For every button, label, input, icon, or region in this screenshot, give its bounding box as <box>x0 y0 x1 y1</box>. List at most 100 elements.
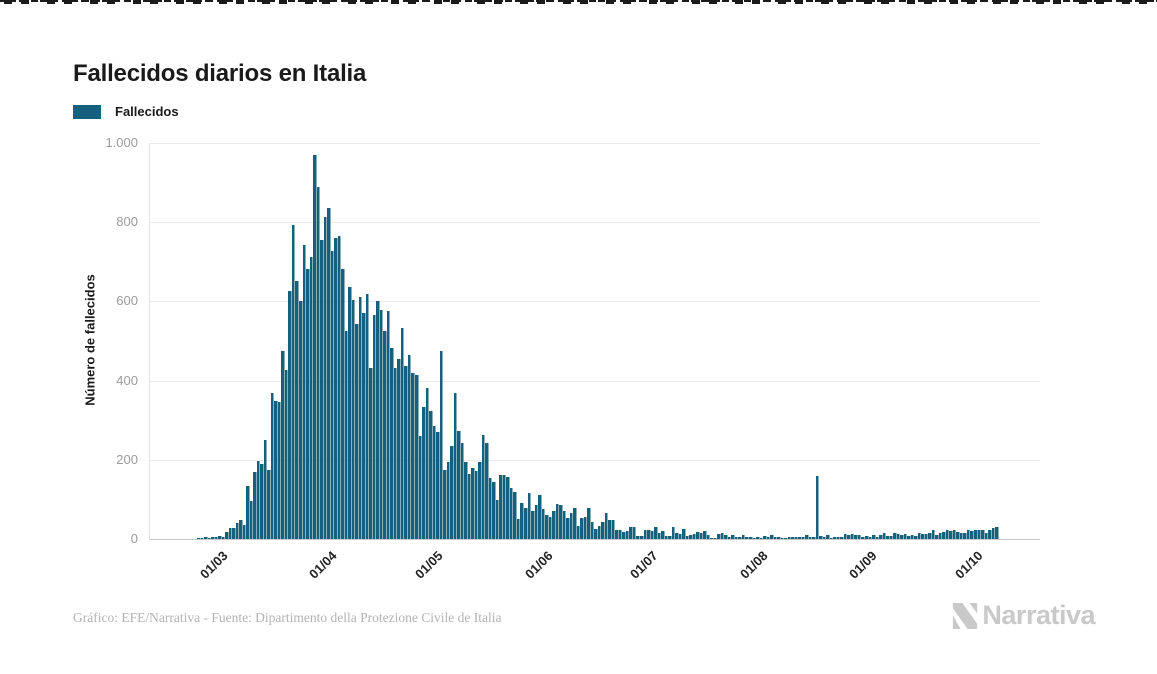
bar <box>253 472 257 539</box>
bar <box>422 407 426 539</box>
bar <box>791 537 795 539</box>
bar <box>450 445 454 539</box>
bar <box>379 310 384 539</box>
bar <box>801 536 806 539</box>
bar <box>523 508 528 539</box>
bar <box>977 529 982 539</box>
gridline <box>150 459 1040 461</box>
bar <box>787 536 792 539</box>
bar <box>734 537 739 539</box>
bar <box>474 470 479 539</box>
bar <box>875 536 880 539</box>
bar <box>239 519 243 539</box>
bar <box>632 527 637 539</box>
bar <box>327 207 331 539</box>
bar <box>372 314 377 539</box>
bar <box>404 365 408 539</box>
x-tick-label: 01/07 <box>627 548 662 582</box>
bar <box>306 268 310 539</box>
bar <box>622 531 626 539</box>
bar <box>369 368 373 539</box>
bar <box>741 534 746 539</box>
gridline <box>150 380 1040 382</box>
bar <box>608 520 612 539</box>
bar <box>362 313 366 539</box>
bar <box>597 525 602 539</box>
bar <box>464 462 468 539</box>
bar <box>214 537 219 539</box>
bar <box>861 537 865 539</box>
narrativa-logo-text: Narrativa <box>982 600 1095 630</box>
bar <box>390 348 394 539</box>
bar <box>717 533 721 539</box>
bar <box>794 536 799 539</box>
bar <box>907 536 911 539</box>
bar <box>562 510 567 539</box>
y-tick-label: 1.000 <box>105 135 138 150</box>
bar <box>365 293 370 539</box>
bar <box>865 535 869 539</box>
bar <box>313 155 317 539</box>
y-tick-label: 200 <box>116 451 138 467</box>
y-tick-label: 800 <box>116 214 138 230</box>
bar <box>963 532 967 539</box>
bar <box>552 510 556 539</box>
bar <box>249 500 254 539</box>
bar <box>418 436 423 539</box>
bar <box>713 537 718 539</box>
bar <box>274 400 278 539</box>
bar <box>587 508 591 539</box>
bar <box>647 529 651 539</box>
chart-title: Fallecidos diarios en Italia <box>73 60 367 88</box>
narrativa-logo-icon <box>953 602 978 629</box>
bar <box>625 531 630 539</box>
bar <box>583 516 588 539</box>
bar <box>218 535 222 539</box>
bar <box>657 533 662 539</box>
bar <box>277 402 282 539</box>
bar <box>298 301 303 539</box>
bar <box>590 521 595 539</box>
bar <box>211 537 215 539</box>
bar <box>538 495 542 539</box>
bar <box>407 355 412 539</box>
bar <box>914 535 918 539</box>
bar <box>611 519 616 539</box>
bar <box>836 537 841 539</box>
bar <box>520 502 524 539</box>
bar <box>847 535 851 539</box>
bar <box>492 481 496 539</box>
bar <box>235 522 240 539</box>
bar <box>931 529 936 539</box>
gridline <box>150 222 1040 224</box>
bar <box>850 533 855 539</box>
bar <box>784 538 788 539</box>
bar <box>696 532 700 539</box>
bar <box>509 487 514 539</box>
bar <box>748 536 753 539</box>
bar <box>400 327 405 539</box>
y-axis-line <box>149 143 150 540</box>
narrativa-logo: Narrativa <box>951 600 1095 631</box>
bar <box>446 461 451 539</box>
legend: Fallecidos <box>73 104 179 119</box>
bar <box>938 533 943 539</box>
bar <box>724 535 728 539</box>
bar <box>949 530 953 539</box>
bar <box>921 534 925 539</box>
bar <box>270 393 275 539</box>
bar <box>808 537 813 539</box>
bar <box>812 537 816 539</box>
bar <box>988 530 992 539</box>
bar <box>615 529 619 539</box>
bar <box>805 535 809 539</box>
bar <box>541 509 546 539</box>
bar <box>260 464 264 539</box>
bar <box>478 461 482 539</box>
bar <box>415 374 419 539</box>
bar <box>425 387 430 539</box>
bar <box>393 367 398 539</box>
bar <box>534 504 539 539</box>
bar <box>798 536 802 539</box>
bar <box>337 235 342 539</box>
